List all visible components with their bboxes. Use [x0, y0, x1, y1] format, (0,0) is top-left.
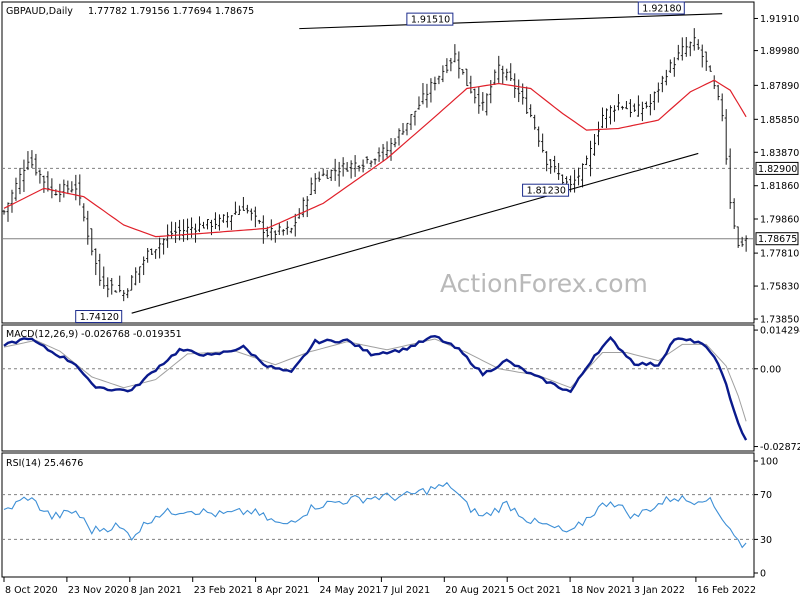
price-y-tick-label: 1.85850	[760, 115, 799, 126]
macd-y-tick-label: -0.028723	[760, 442, 800, 453]
level-labels: 1.74120 1.91510 1.81230 1.92180	[75, 1, 685, 324]
trendline	[299, 13, 723, 30]
ohlc-readout: 1.77782 1.79156 1.77694 1.78675	[88, 6, 254, 17]
price-y-tick-label: 1.73850	[760, 315, 799, 326]
level-label: 1.81230	[527, 186, 566, 197]
price-level-value: 1.78675	[758, 234, 797, 245]
macd-y-axis: 0.014294 0.00 -0.028723	[2, 326, 800, 453]
price-horizontal-lines: 1.82900 1.78675	[2, 161, 799, 246]
x-tick-label: 3 Jan 2022	[634, 585, 685, 596]
level-label-box	[406, 12, 454, 26]
rsi-y-axis: 100 70 30 0	[2, 457, 778, 580]
price-level-value: 1.82900	[758, 164, 797, 175]
level-label-box	[522, 183, 570, 197]
x-tick-label: 8 Jan 2021	[131, 585, 182, 596]
price-y-tick-label: 1.81860	[760, 181, 799, 192]
price-y-tick-label: 1.75830	[760, 282, 799, 293]
price-y-tick-label: 1.91910	[760, 14, 799, 25]
rsi-y-tick-label: 100	[760, 457, 778, 468]
level-label: 1.74120	[80, 312, 119, 323]
trendline	[131, 152, 699, 314]
price-y-tick-label: 1.87890	[760, 81, 799, 92]
price-level-box	[755, 232, 799, 246]
price-y-tick-label: 1.79860	[760, 214, 799, 225]
x-tick-label: 7 Jul 2021	[382, 585, 430, 596]
x-tick-label: 8 Apr 2021	[257, 585, 310, 596]
symbol-label: GBPAUD,Daily	[6, 6, 73, 17]
x-tick-label: 16 Feb 2022	[697, 585, 756, 596]
price-panel: ActionForex.com GBPAUD,Daily 1.77782 1.7…	[1, 1, 799, 326]
rsi-line	[3, 481, 747, 549]
x-tick-label: 8 Oct 2020	[5, 585, 58, 596]
level-label-box	[75, 310, 123, 324]
rsi-y-tick-label: 30	[760, 535, 772, 546]
price-y-tick-label: 1.83870	[760, 148, 799, 159]
moving-average-line	[3, 79, 747, 238]
x-axis: 8 Oct 2020 23 Nov 2020 8 Jan 2021 23 Feb 20…	[3, 577, 756, 596]
level-label-box	[637, 1, 685, 15]
x-tick-label: 20 Aug 2021	[445, 585, 506, 596]
rsi-y-tick-label: 0	[760, 569, 766, 580]
level-label: 1.92180	[642, 3, 681, 14]
price-level-box	[755, 161, 799, 175]
x-tick-label: 5 Oct 2021	[508, 585, 561, 596]
macd-panel: MACD(12,26,9) -0.026768 -0.019351 0.0142…	[1, 324, 800, 453]
price-y-tick-label: 1.89980	[760, 46, 799, 57]
x-tick-label: 24 May 2021	[320, 585, 382, 596]
macd-line	[3, 334, 748, 441]
x-tick-label: 18 Nov 2021	[571, 585, 632, 596]
macd-y-tick-label: 0.014294	[760, 326, 800, 337]
x-tick-label: 23 Feb 2021	[194, 585, 253, 596]
rsi-label: RSI(14) 25.4676	[6, 458, 83, 469]
price-y-tick-label: 1.77810	[760, 249, 799, 260]
macd-label: MACD(12,26,9) -0.026768 -0.019351	[6, 329, 182, 340]
level-label: 1.91510	[411, 15, 450, 26]
rsi-y-tick-label: 70	[760, 490, 772, 501]
x-tick-label: 23 Nov 2020	[68, 585, 129, 596]
watermark: ActionForex.com	[440, 269, 648, 298]
trendlines	[131, 13, 723, 314]
price-y-axis: 1.91910 1.89980 1.87890 1.85850 1.83870 1.818…	[754, 14, 799, 326]
macd-y-tick-label: 0.00	[760, 364, 781, 375]
rsi-panel: RSI(14) 25.4676 100 70 30 0	[1, 452, 778, 580]
